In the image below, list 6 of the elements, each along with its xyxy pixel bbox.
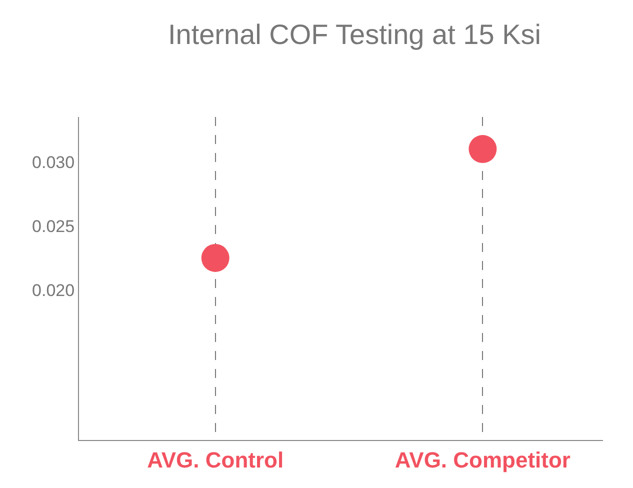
y-tick-label: 0.025 (32, 216, 75, 236)
x-tick-label: AVG. Competitor (394, 447, 571, 472)
y-tick-label: 0.030 (32, 152, 75, 172)
y-tick-label: 0.020 (32, 280, 75, 300)
chart-title: Internal COF Testing at 15 Ksi (168, 19, 541, 50)
x-tick-label: AVG. Control (147, 447, 284, 472)
